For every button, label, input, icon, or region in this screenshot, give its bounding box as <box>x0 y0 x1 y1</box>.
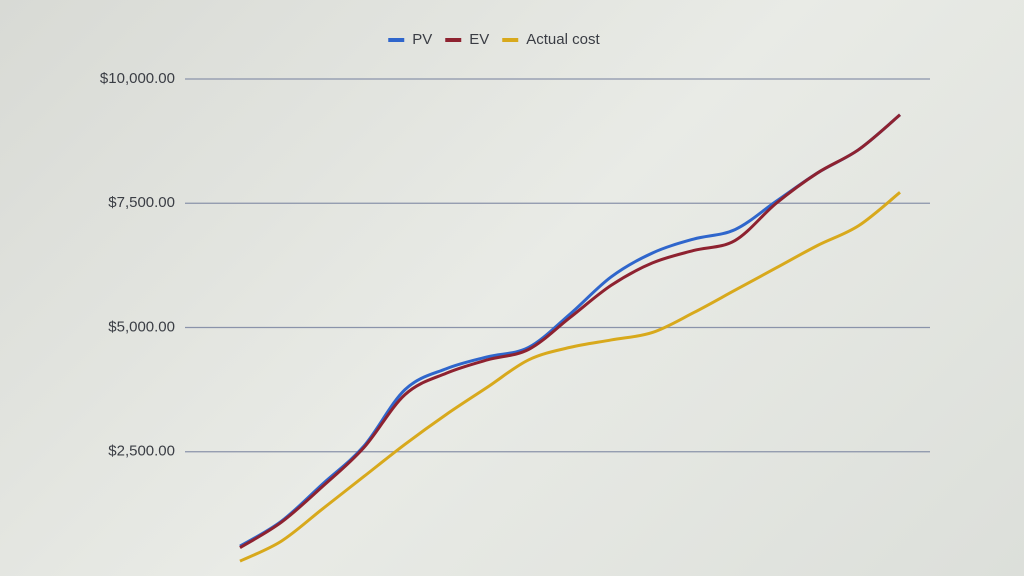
line-series <box>239 113 901 548</box>
legend-label: PV <box>412 31 432 48</box>
legend-label: Actual cost <box>526 31 600 48</box>
legend-label: EV <box>469 31 489 48</box>
y-tick-label: $7,500.00 <box>108 194 175 211</box>
y-tick-label: $10,000.00 <box>100 70 175 87</box>
y-tick-label: $5,000.00 <box>108 318 175 335</box>
line-series <box>239 113 901 549</box>
line-series <box>239 191 901 563</box>
y-tick-label: $2,500.00 <box>108 443 175 460</box>
